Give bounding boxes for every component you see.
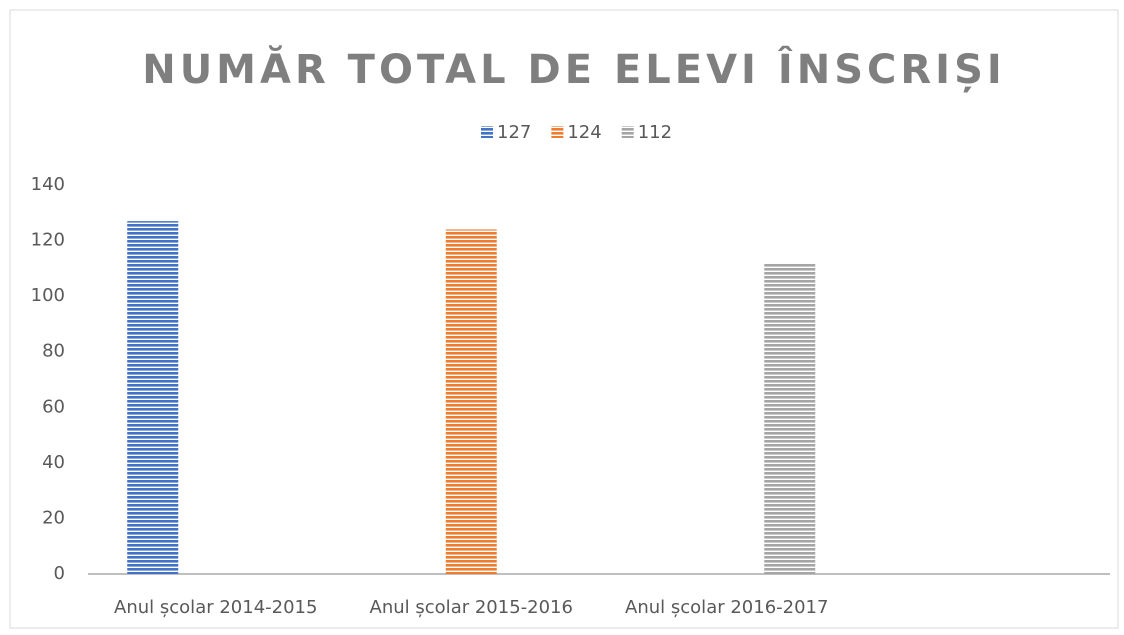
legend-swatch [621, 126, 634, 138]
legend-swatch [481, 126, 493, 138]
x-tick-label: Anul școlar 2015-2016 [370, 597, 573, 618]
bar [764, 262, 816, 574]
legend-label: 124 [567, 122, 601, 143]
x-tick-label: Anul școlar 2014-2015 [114, 597, 317, 618]
x-tick-label: Anul școlar 2016-2017 [625, 597, 828, 618]
y-tick-label: 80 [42, 341, 65, 362]
y-tick-label: 120 [31, 230, 65, 251]
y-tick-label: 20 [42, 507, 65, 528]
chart-title: NUMĂR TOTAL DE ELEVI ÎNSCRIȘI [142, 44, 1006, 93]
legend-label: 127 [497, 122, 531, 143]
legend-swatch [551, 126, 564, 138]
y-tick-label: 60 [42, 396, 65, 417]
y-tick-label: 0 [54, 563, 65, 584]
legend: 127 124 112 [481, 122, 672, 143]
legend-label: 112 [638, 122, 672, 143]
y-tick-label: 140 [31, 174, 65, 195]
bar [445, 229, 497, 574]
chart-border [9, 9, 1119, 629]
y-tick-label: 40 [42, 452, 65, 473]
bar [127, 221, 179, 574]
y-tick-label: 100 [31, 285, 65, 306]
